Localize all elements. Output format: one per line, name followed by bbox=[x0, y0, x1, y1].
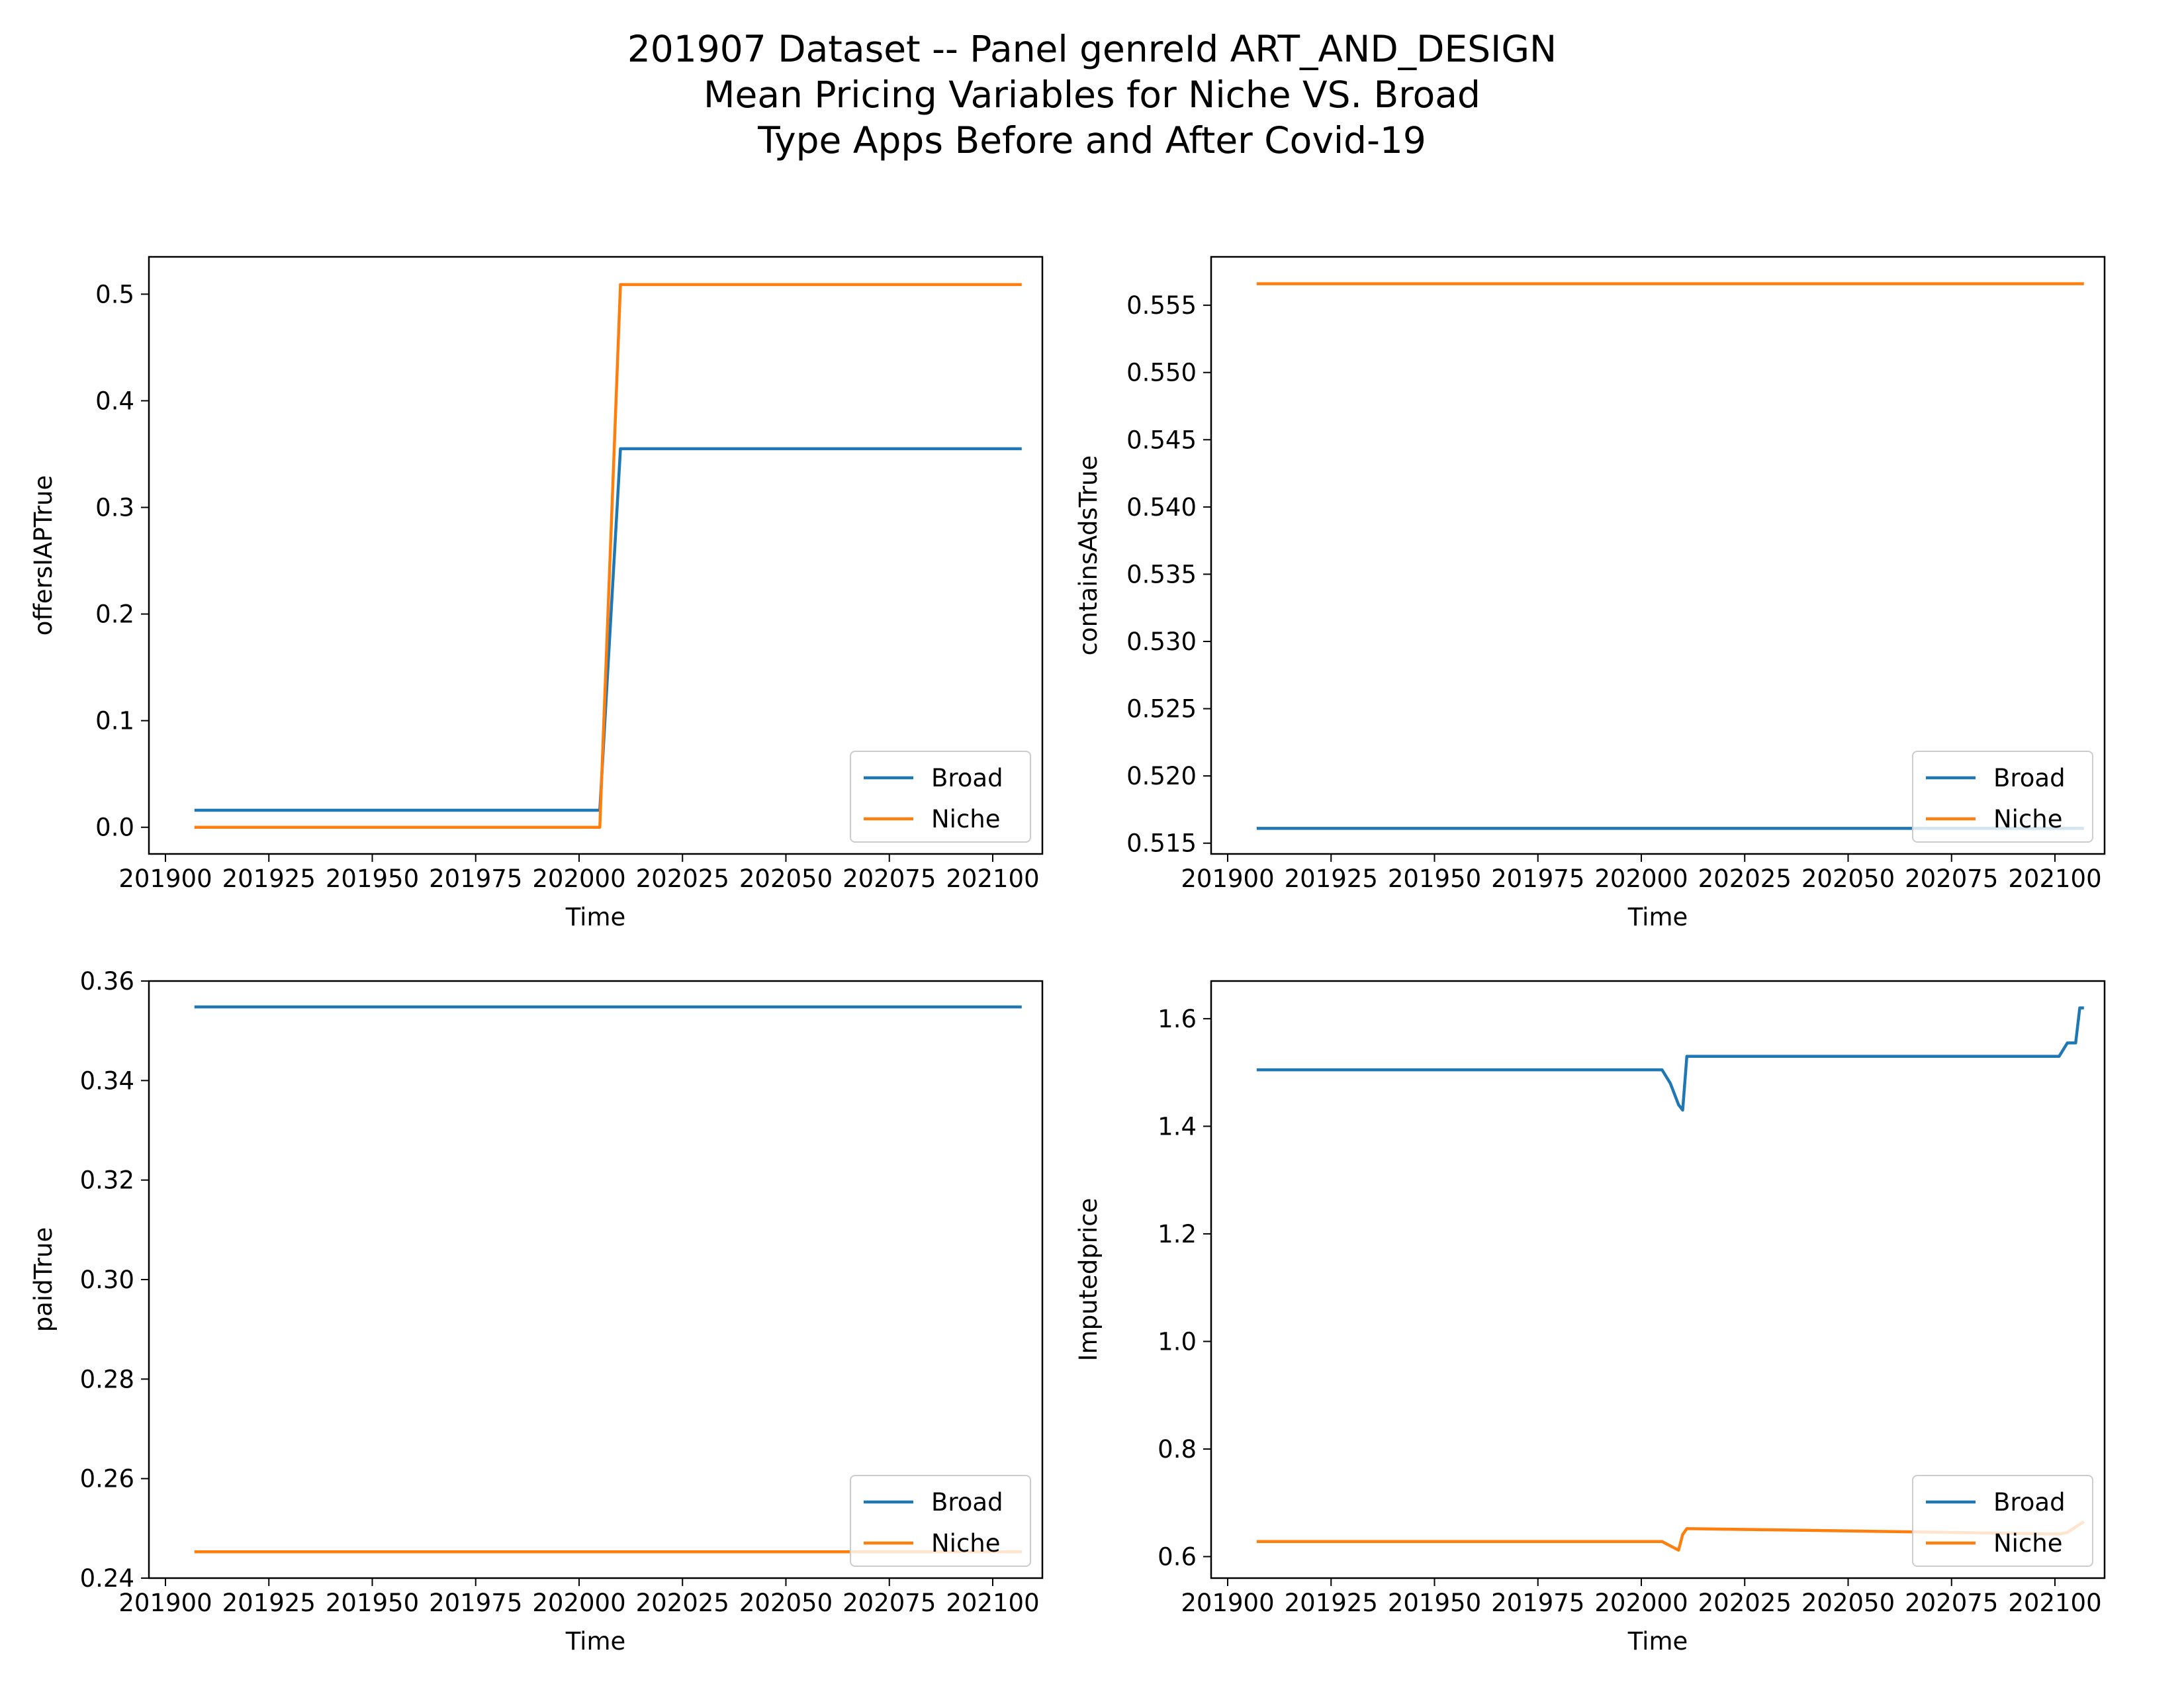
y-tick-label: 0.530 bbox=[1126, 628, 1197, 656]
x-tick-label: 202025 bbox=[636, 1589, 729, 1617]
x-tick-label: 201975 bbox=[429, 865, 522, 893]
x-tick-label: 202100 bbox=[2008, 865, 2101, 893]
y-tick-label: 0.6 bbox=[1158, 1542, 1197, 1571]
x-tick-label: 202100 bbox=[946, 865, 1039, 893]
x-tick-label: 201900 bbox=[1181, 865, 1274, 893]
x-tick-label: 201975 bbox=[429, 1589, 522, 1617]
y-tick-label: 0.1 bbox=[95, 707, 134, 735]
legend: Broad Niche bbox=[1912, 751, 2093, 843]
y-tick-label: 0.525 bbox=[1126, 695, 1197, 724]
x-tick-label: 201950 bbox=[326, 1589, 419, 1617]
legend: Broad Niche bbox=[850, 1475, 1031, 1567]
subplot-offersIAPTrue: 201900 201925 201950 201975 202000 202025 2020… bbox=[29, 256, 1044, 931]
x-tick-label: 202100 bbox=[946, 1589, 1039, 1617]
x-axis-label: Time bbox=[1627, 1627, 1688, 1656]
series-line-niche bbox=[194, 283, 1022, 829]
y-tick-label: 0.36 bbox=[80, 967, 134, 996]
y-tick-label: 0.8 bbox=[1158, 1435, 1197, 1464]
x-tick-label: 202000 bbox=[1594, 865, 1688, 893]
x-tick-label: 202050 bbox=[739, 865, 833, 893]
subplot-Imputedprice: 201900 201925 201950 201975 202000 202025 2020… bbox=[1074, 980, 2106, 1656]
legend: Broad Niche bbox=[1912, 1475, 2093, 1567]
y-tick-label: 0.555 bbox=[1126, 291, 1197, 320]
axes-frame bbox=[148, 256, 1044, 855]
y-tick-label: 0.2 bbox=[95, 600, 134, 629]
y-tick-label: 0.515 bbox=[1126, 829, 1197, 858]
x-axis-label: Time bbox=[565, 1627, 626, 1656]
legend-label-niche: Niche bbox=[931, 805, 1001, 833]
legend: Broad Niche bbox=[850, 751, 1031, 843]
series-line-broad bbox=[1256, 1006, 2084, 1112]
legend-label-niche: Niche bbox=[1993, 805, 2063, 833]
x-tick-label: 202075 bbox=[842, 1589, 936, 1617]
y-tick-label: 0.520 bbox=[1126, 762, 1197, 790]
y-tick-label: 0.0 bbox=[95, 814, 134, 842]
y-tick-label: 1.4 bbox=[1158, 1112, 1197, 1141]
y-tick-label: 0.3 bbox=[95, 494, 134, 522]
legend-label-broad: Broad bbox=[1993, 1488, 2066, 1517]
y-tick-label: 0.540 bbox=[1126, 493, 1197, 522]
y-tick-label: 0.550 bbox=[1126, 359, 1197, 387]
x-tick-label: 202075 bbox=[1905, 865, 1998, 893]
y-axis-label: Imputedprice bbox=[1074, 1198, 1103, 1362]
x-tick-label: 202000 bbox=[532, 865, 625, 893]
y-tick-label: 1.6 bbox=[1158, 1005, 1197, 1033]
legend-label-niche: Niche bbox=[931, 1529, 1001, 1558]
x-tick-label: 201925 bbox=[222, 865, 316, 893]
x-tick-label: 201950 bbox=[1388, 1589, 1481, 1617]
y-axis-label: offersIAPTrue bbox=[29, 475, 58, 636]
figure-title-line-1: 201907 Dataset -- Panel genreId ART_AND_… bbox=[627, 28, 1557, 70]
x-tick-label: 201925 bbox=[222, 1589, 316, 1617]
y-tick-label: 0.32 bbox=[80, 1166, 134, 1195]
x-tick-label: 201900 bbox=[118, 865, 212, 893]
x-tick-label: 202050 bbox=[739, 1589, 833, 1617]
series-line-broad bbox=[194, 447, 1022, 812]
legend-label-broad: Broad bbox=[1993, 764, 2066, 792]
legend-label-broad: Broad bbox=[931, 764, 1003, 792]
y-tick-label: 0.24 bbox=[80, 1564, 134, 1593]
axes-frame bbox=[1210, 256, 2106, 855]
figure-title-line-2: Mean Pricing Variables for Niche VS. Bro… bbox=[704, 73, 1480, 116]
x-tick-label: 202000 bbox=[532, 1589, 625, 1617]
y-axis-label: containsAdsTrue bbox=[1074, 455, 1103, 656]
x-tick-label: 201975 bbox=[1491, 1589, 1584, 1617]
x-tick-label: 202025 bbox=[1698, 1589, 1792, 1617]
x-tick-label: 201975 bbox=[1491, 865, 1584, 893]
y-axis-label: paidTrue bbox=[29, 1227, 58, 1333]
y-tick-label: 0.4 bbox=[95, 387, 134, 415]
legend-label-niche: Niche bbox=[1993, 1529, 2063, 1558]
x-tick-label: 202025 bbox=[636, 865, 729, 893]
x-tick-label: 201900 bbox=[118, 1589, 212, 1617]
x-tick-label: 201925 bbox=[1285, 1589, 1378, 1617]
subplot-paidTrue: 201900 201925 201950 201975 202000 202025 2020… bbox=[29, 967, 1044, 1656]
axes-frame bbox=[1210, 980, 2106, 1579]
x-axis-label: Time bbox=[565, 903, 626, 931]
y-tick-label: 0.545 bbox=[1126, 426, 1197, 454]
y-tick-label: 1.2 bbox=[1158, 1220, 1197, 1248]
y-tick-label: 0.28 bbox=[80, 1365, 134, 1393]
x-tick-label: 202075 bbox=[842, 865, 936, 893]
x-tick-label: 202050 bbox=[1801, 1589, 1895, 1617]
x-tick-label: 202050 bbox=[1801, 865, 1895, 893]
y-tick-label: 0.5 bbox=[95, 280, 134, 308]
x-tick-label: 201950 bbox=[326, 865, 419, 893]
x-tick-label: 201950 bbox=[1388, 865, 1481, 893]
x-axis-label: Time bbox=[1627, 903, 1688, 931]
x-tick-label: 202075 bbox=[1905, 1589, 1998, 1617]
x-tick-label: 201925 bbox=[1285, 865, 1378, 893]
x-tick-label: 202100 bbox=[2008, 1589, 2101, 1617]
figure-title-line-3: Type Apps Before and After Covid-19 bbox=[757, 119, 1426, 162]
y-tick-label: 0.30 bbox=[80, 1266, 134, 1294]
y-tick-label: 1.0 bbox=[1158, 1327, 1197, 1356]
legend-label-broad: Broad bbox=[931, 1488, 1003, 1517]
subplot-containsAdsTrue: 201900 201925 201950 201975 202000 202025 2020… bbox=[1074, 256, 2106, 931]
x-tick-label: 202025 bbox=[1698, 865, 1792, 893]
y-tick-label: 0.26 bbox=[80, 1465, 134, 1493]
y-tick-label: 0.34 bbox=[80, 1066, 134, 1095]
y-tick-label: 0.535 bbox=[1126, 560, 1197, 588]
x-tick-label: 201900 bbox=[1181, 1589, 1274, 1617]
x-tick-label: 202000 bbox=[1594, 1589, 1688, 1617]
